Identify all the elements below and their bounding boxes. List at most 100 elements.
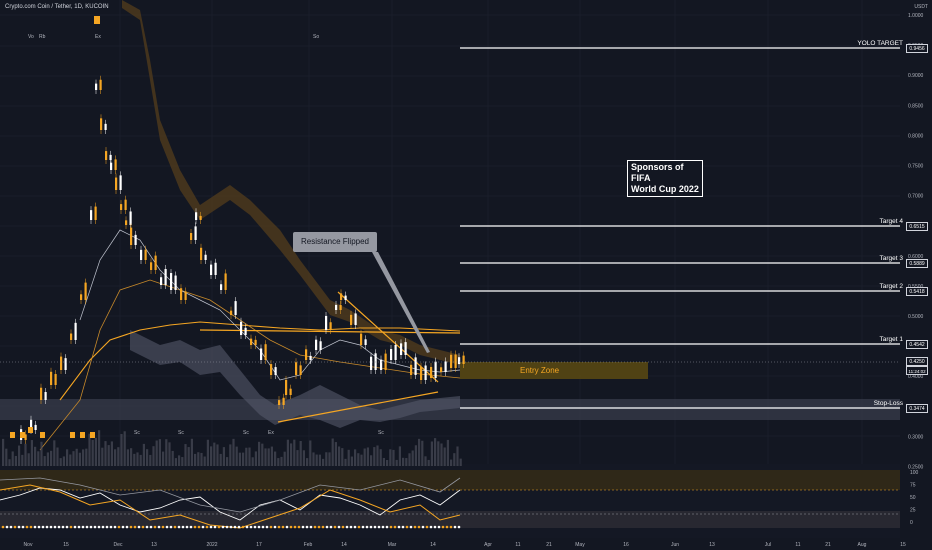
yolo-target-label: YOLO TARGET	[857, 40, 903, 47]
candle-body	[174, 275, 177, 290]
resistance-flipped-callout[interactable]: Resistance Flipped	[293, 232, 377, 252]
candle-body	[24, 434, 27, 440]
candle-body	[134, 234, 137, 245]
candle-body	[199, 215, 202, 220]
oscillator-dot	[421, 525, 425, 529]
volume-bar	[190, 438, 193, 466]
candle-body	[325, 315, 328, 330]
volume-bar	[194, 453, 197, 466]
volume-bar	[424, 456, 427, 466]
sponsor-annotation[interactable]: Sponsors of FIFA World Cup 2022	[627, 160, 703, 197]
oscillator-dot	[181, 525, 185, 529]
price-tick-label: 0.9000	[908, 73, 924, 79]
target-4-label: Target 4	[880, 218, 904, 225]
volume-bar	[427, 459, 430, 466]
oscillator-dot	[269, 525, 273, 529]
volume-bar	[139, 454, 142, 466]
candle-body	[360, 333, 363, 345]
candle-body	[289, 388, 292, 395]
volume-bar	[251, 457, 254, 466]
oscillator-dot	[149, 525, 153, 529]
oscillator-dot	[145, 525, 149, 529]
volume-bar	[21, 454, 24, 466]
time-tick-label: Nov	[24, 542, 33, 548]
candle-body	[114, 159, 117, 170]
volume-bar	[59, 458, 62, 466]
volume-bar	[133, 453, 136, 466]
target-lines[interactable]	[460, 47, 900, 409]
volume-bar	[66, 449, 69, 466]
oscillator-dot	[57, 525, 61, 529]
symbol-title[interactable]: Crypto.com Coin / Tether, 1D, KUCOIN	[5, 4, 109, 10]
candle-body	[344, 295, 347, 300]
volume-bar	[126, 449, 129, 466]
oscillator-dot	[41, 525, 45, 529]
candle-body	[270, 364, 273, 375]
volume-bar	[46, 452, 49, 466]
candlesticks	[20, 75, 465, 444]
oscillator-dot	[329, 525, 333, 529]
oscillator-dot	[77, 525, 81, 529]
time-tick-label: 13	[709, 542, 715, 548]
candle-body	[50, 371, 53, 385]
yolo-price-box: 0.9456	[906, 44, 928, 53]
oscillator-dot	[281, 525, 285, 529]
volume-bar	[24, 443, 27, 466]
candle-body	[224, 273, 227, 290]
entry-zone-box[interactable]	[460, 362, 648, 379]
oscillator-axis[interactable]: 100 75 50 25 0	[910, 470, 919, 526]
volume-bar	[411, 450, 414, 466]
volume-bar	[226, 457, 229, 466]
time-tick-label: 2022	[206, 542, 217, 548]
volume-bar	[142, 443, 145, 466]
candle-body	[94, 206, 97, 220]
time-axis[interactable]: Nov 15 Dec 13 2022 17 Feb 14 Mar 14 Apr 11 21 May 16 Ju…	[24, 542, 906, 548]
oscillator-dot	[389, 525, 393, 529]
oscillator-dot	[189, 525, 193, 529]
volume-bar	[136, 452, 139, 466]
candle-body	[44, 392, 47, 400]
volume-bar	[322, 458, 325, 466]
candle-body	[424, 365, 427, 380]
bottom-marker-sc-1: Sc	[134, 430, 140, 436]
time-tick-label: Apr	[484, 542, 492, 548]
oscillator-dot	[449, 525, 453, 529]
oscillator-dot	[373, 525, 377, 529]
volume-bar	[379, 449, 382, 466]
bottom-marker-sc-3: Sc	[243, 430, 249, 436]
top-marker-so: So	[313, 34, 319, 40]
volume-bar	[430, 441, 433, 466]
volume-bar	[37, 451, 40, 466]
oscillator-dot	[193, 525, 197, 529]
time-tick-label: 11	[515, 542, 520, 548]
volume-bar	[30, 440, 33, 466]
candle-body	[180, 288, 183, 300]
candle-body	[410, 364, 413, 375]
volume-bar	[414, 445, 417, 466]
price-axis[interactable]: 1.00000.95000.90000.85000.80000.75000.70…	[908, 13, 924, 471]
candle-body	[144, 249, 147, 260]
candle-body	[374, 353, 377, 370]
volume-bar	[56, 447, 59, 466]
candle-body	[440, 367, 443, 372]
oscillator-dot	[245, 525, 249, 529]
target-4-price-box: 0.6515	[906, 222, 928, 231]
oscillator-oversold-band	[0, 511, 900, 528]
time-tick-label: 21	[546, 542, 552, 548]
candle-body	[115, 177, 118, 190]
volume-bar	[110, 441, 113, 466]
time-tick-label: 21	[825, 542, 831, 548]
volume-bar	[318, 454, 321, 466]
candle-body	[309, 355, 312, 360]
oscillator-dot	[409, 525, 413, 529]
volume-bar	[302, 450, 305, 466]
oscillator-dot	[69, 525, 73, 529]
volume-bar	[203, 456, 206, 466]
volume-bar	[178, 455, 181, 466]
oscillator-dot	[345, 525, 349, 529]
volume-bar	[27, 453, 30, 466]
oscillator-dot	[221, 525, 225, 529]
time-tick-label: May	[575, 542, 585, 548]
target-3-label: Target 3	[880, 255, 904, 262]
